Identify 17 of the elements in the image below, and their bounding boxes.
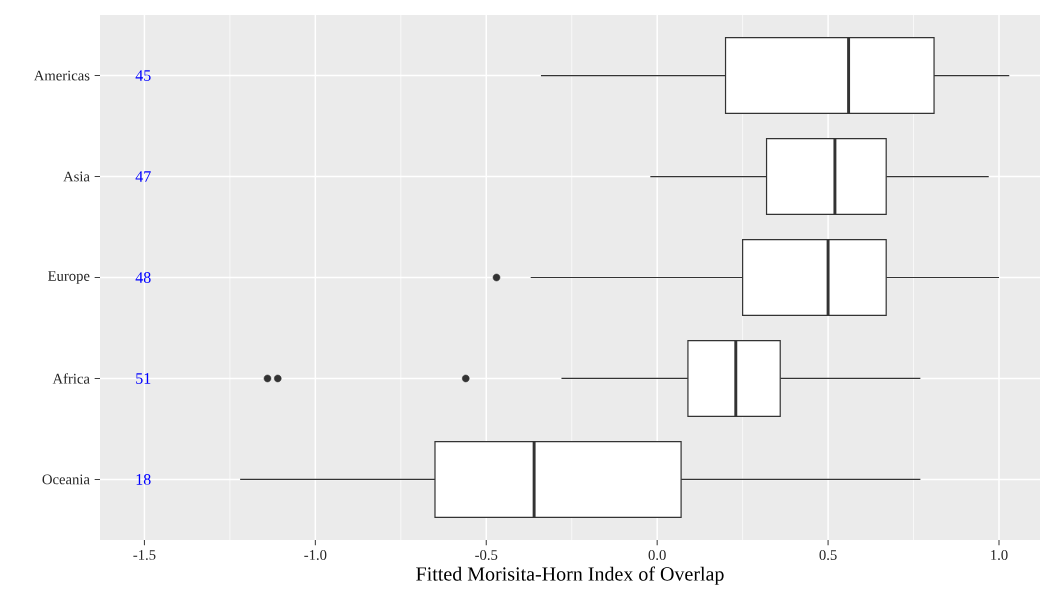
x-axis-title: Fitted Morisita-Horn Index of Overlap [416,566,724,585]
y-tick-label: Asia [63,171,90,182]
x-tick-label: 1.0 [991,550,1008,561]
annotation: 47 [135,171,151,182]
y-tick-label: Americas [33,70,90,81]
x-tick-label: -0.5 [475,550,498,561]
y-tick-label: Africa [52,373,90,384]
annotation: 51 [136,373,151,384]
annotation: 18 [136,474,151,485]
x-tick-label: 0.0 [648,550,666,561]
annotation: 45 [135,70,151,81]
annotation: 48 [135,272,151,283]
x-tick-label: -1.5 [133,550,156,560]
y-tick-label: Oceania [42,474,90,485]
x-tick-label: -1.0 [304,550,327,561]
x-tick-label: 0.5 [819,550,837,561]
y-tick-label: Europe [48,271,90,284]
